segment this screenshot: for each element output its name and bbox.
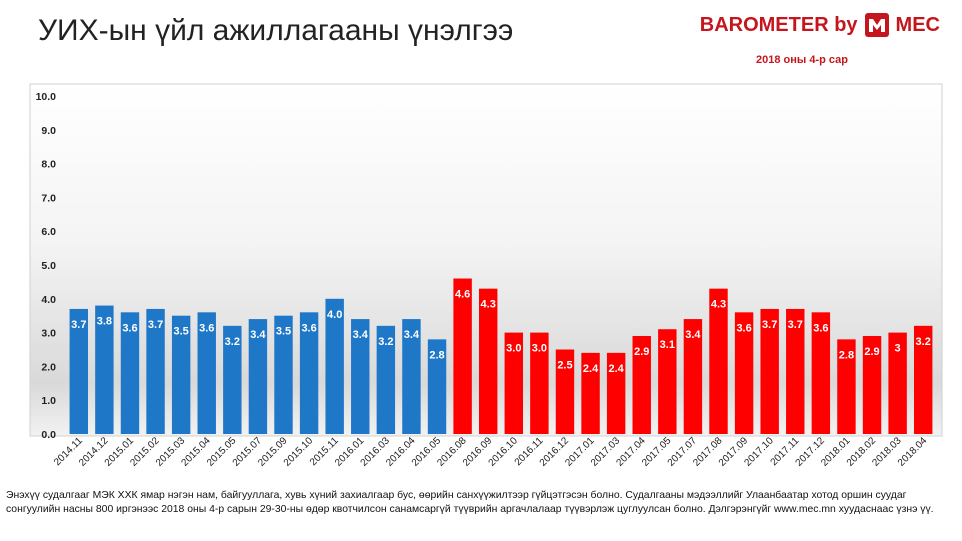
bar [913, 325, 933, 434]
bar [811, 312, 831, 434]
bar-value-label: 2.4 [583, 363, 599, 375]
bar-value-label: 3.0 [506, 343, 521, 355]
bar [248, 319, 268, 434]
bar-value-label: 2.9 [864, 346, 879, 358]
bar-value-label: 3.6 [301, 322, 316, 334]
chart-area: 0.0 1.0 2.0 3.0 4.0 5.0 6.0 7.0 8.0 9.0 10.0 3.7 3.… [0, 78, 962, 488]
y-tick-label: 2.0 [41, 361, 56, 373]
x-tick-label: 2018.04 [896, 435, 930, 469]
bar [888, 332, 907, 434]
bar-value-label: 3 [895, 343, 901, 355]
brand-suffix: MEC [895, 13, 940, 36]
bar [95, 305, 114, 434]
bar [376, 325, 396, 434]
y-tick-label: 6.0 [41, 226, 56, 238]
bar-value-label: 3.2 [378, 336, 393, 348]
bars: 3.7 3.8 3.6 3.7 3.5 3.6 3.2 3.4 3.5 3.6 4.0 3.4 3.2 3… [69, 278, 933, 434]
brand-logo-group: BAROMETER by MEC [700, 12, 940, 38]
bar [402, 319, 421, 434]
x-axis: 2014.112014.122015.012015.022015.032015.… [52, 435, 930, 469]
chart-subtitle: 2018 оны 4-р сар [756, 54, 848, 66]
bar [197, 312, 216, 434]
bar-value-label: 2.4 [608, 363, 624, 375]
bar-value-label: 2.5 [557, 360, 572, 372]
y-axis: 0.0 1.0 2.0 3.0 4.0 5.0 6.0 7.0 8.0 9.0 10.0 [36, 91, 57, 441]
bar [325, 298, 344, 434]
bar-value-label: 3.7 [71, 319, 86, 331]
bar [453, 278, 472, 434]
bar [760, 308, 779, 434]
bar-chart: 0.01.02.03.04.05.06.07.08.09.010.0 3.7 3.… [29, 83, 943, 469]
bar [658, 329, 677, 434]
bar [478, 288, 498, 434]
y-tick-label: 8.0 [41, 159, 56, 171]
bar [299, 312, 319, 434]
bar [837, 339, 856, 434]
bar [530, 332, 549, 434]
y-tick-label: 10.0 [36, 91, 57, 103]
bar-value-label: 3.4 [353, 329, 369, 341]
bar [171, 315, 191, 434]
bar [683, 319, 703, 434]
bar-value-label: 3.5 [173, 326, 188, 338]
y-tick-label: 0.0 [41, 429, 56, 441]
bar [606, 352, 626, 434]
bar-value-label: 3.0 [532, 343, 547, 355]
bar-value-label: 2.8 [429, 349, 444, 361]
bar [734, 312, 754, 434]
brand-name: BAROMETER by [699, 13, 858, 36]
bar [581, 352, 600, 434]
bar-value-label: 3.6 [813, 322, 828, 334]
bar-value-label: 4.3 [711, 299, 726, 311]
bar-value-label: 3.6 [736, 322, 751, 334]
bar-value-label: 2.8 [839, 349, 854, 361]
bar-value-label: 3.7 [762, 319, 777, 331]
bar [427, 339, 447, 434]
bar-value-label: 4.0 [327, 309, 342, 321]
page-title: УИХ-ын үйл ажиллагааны үнэлгээ [38, 14, 514, 47]
bar [632, 335, 651, 434]
bar [69, 308, 89, 434]
bar-value-label: 3.4 [685, 329, 701, 341]
bar [504, 332, 524, 434]
bar [555, 349, 575, 434]
y-tick-label: 4.0 [41, 294, 56, 306]
bar-value-label: 3.2 [916, 336, 931, 348]
bar-value-label: 3.4 [404, 329, 420, 341]
bar-value-label: 3.7 [788, 319, 803, 331]
bar-value-label: 3.5 [276, 326, 291, 338]
bar-value-label: 3.2 [225, 336, 240, 348]
bar [120, 312, 140, 434]
bar-value-label: 3.7 [148, 319, 163, 331]
bar [862, 335, 882, 434]
bar-value-label: 4.6 [455, 289, 470, 301]
bar-value-label: 2.9 [634, 346, 649, 358]
y-tick-label: 7.0 [41, 192, 56, 204]
bar [146, 308, 165, 434]
bar [786, 308, 805, 434]
bar-value-label: 4.3 [481, 299, 496, 311]
bar [709, 288, 728, 434]
bar [274, 315, 293, 434]
bar-value-label: 3.6 [199, 322, 214, 334]
mec-logo-icon [864, 13, 889, 37]
bar-value-label: 3.1 [660, 339, 675, 351]
bar-value-label: 3.6 [122, 322, 137, 334]
bar [351, 319, 370, 434]
bar-value-label: 3.4 [250, 329, 266, 341]
footnote: Энэхүү судалгааг МЭК ХХК ямар нэгэн нам,… [6, 490, 934, 515]
bar [223, 325, 242, 434]
bar-value-label: 3.8 [97, 316, 112, 328]
y-tick-label: 1.0 [41, 395, 56, 407]
y-tick-label: 5.0 [41, 260, 56, 272]
y-tick-label: 9.0 [41, 125, 56, 137]
y-tick-label: 3.0 [41, 328, 56, 340]
